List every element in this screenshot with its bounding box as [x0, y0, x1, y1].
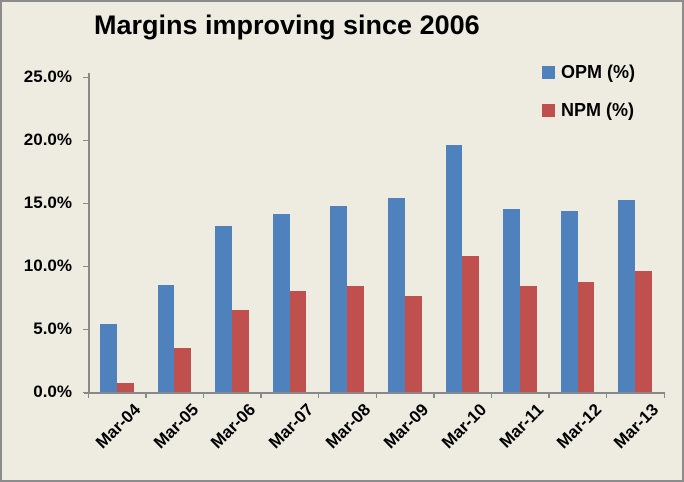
bar-npm-mar-08 [347, 286, 364, 392]
y-axis-label: 20.0% [23, 130, 72, 149]
x-axis-tick [317, 392, 320, 398]
bar-opm-mar-05 [157, 284, 175, 392]
bar-opm-mar-12 [560, 210, 578, 392]
legend-swatch-opm-icon [542, 65, 555, 79]
x-axis-label: Mar-13 [610, 400, 663, 453]
x-axis-label: Mar-06 [207, 400, 260, 453]
bar-npm-mar-07 [289, 291, 307, 392]
bar-opm-mar-08 [330, 205, 348, 392]
bar-npm-mar-11 [520, 286, 537, 392]
bar-npm-mar-13 [635, 271, 652, 392]
bar-npm-mar-10 [462, 255, 480, 392]
x-axis-label: Mar-07 [264, 400, 318, 453]
bar-opm-mar-13 [618, 200, 636, 392]
y-axis-label: 25.0% [23, 67, 72, 86]
legend-entry-opm: OPM (%) [542, 62, 635, 82]
x-axis-tick [433, 392, 435, 398]
legend-entry-npm: NPM (%) [542, 100, 635, 120]
bar-opm-mar-04 [100, 323, 117, 392]
bar-opm-mar-11 [503, 209, 520, 392]
x-axis-tick [375, 392, 377, 398]
y-axis-tick [83, 202, 88, 204]
y-axis-tick [83, 139, 88, 141]
x-axis-tick [548, 392, 550, 398]
chart-title: Margins improving since 2006 [94, 10, 480, 40]
x-axis-line [84, 392, 665, 394]
legend-label-opm: OPM (%) [561, 61, 635, 82]
legend-swatch-npm-icon [542, 103, 555, 117]
bar-npm-mar-05 [174, 347, 192, 392]
y-axis-line [88, 73, 90, 393]
x-axis-tick [490, 392, 493, 398]
bar-npm-mar-09 [404, 296, 422, 392]
y-axis-label: 5.0% [33, 319, 72, 338]
x-axis-label: Mar-09 [380, 400, 433, 453]
bar-opm-mar-09 [388, 197, 405, 392]
x-axis-label: Mar-10 [437, 400, 490, 453]
bar-opm-mar-10 [445, 145, 463, 392]
x-axis-tick [87, 392, 89, 398]
x-axis-tick [663, 392, 665, 398]
y-axis-label: 0.0% [33, 382, 72, 401]
x-axis-tick [202, 392, 205, 398]
y-axis-tick [83, 265, 88, 267]
y-axis-tick [83, 328, 88, 330]
legend: OPM (%) NPM (%) [542, 62, 635, 138]
y-axis-tick [83, 76, 88, 78]
x-axis-label: Mar-05 [149, 400, 202, 453]
bar-opm-mar-07 [272, 214, 290, 392]
y-axis-label: 15.0% [23, 193, 72, 212]
x-axis-tick [145, 392, 147, 398]
bar-opm-mar-06 [215, 225, 232, 392]
x-axis-label: Mar-08 [322, 400, 375, 453]
x-axis-label: Mar-04 [92, 400, 145, 453]
legend-label-npm: NPM (%) [561, 99, 634, 120]
x-axis-tick [605, 392, 608, 398]
bar-npm-mar-04 [116, 383, 134, 392]
bar-npm-mar-12 [577, 282, 595, 392]
x-axis-label: Mar-11 [495, 400, 548, 452]
x-axis-tick [260, 392, 262, 398]
bar-npm-mar-06 [232, 310, 249, 392]
x-axis-label: Mar-12 [552, 400, 606, 453]
y-axis-label: 10.0% [23, 256, 72, 275]
